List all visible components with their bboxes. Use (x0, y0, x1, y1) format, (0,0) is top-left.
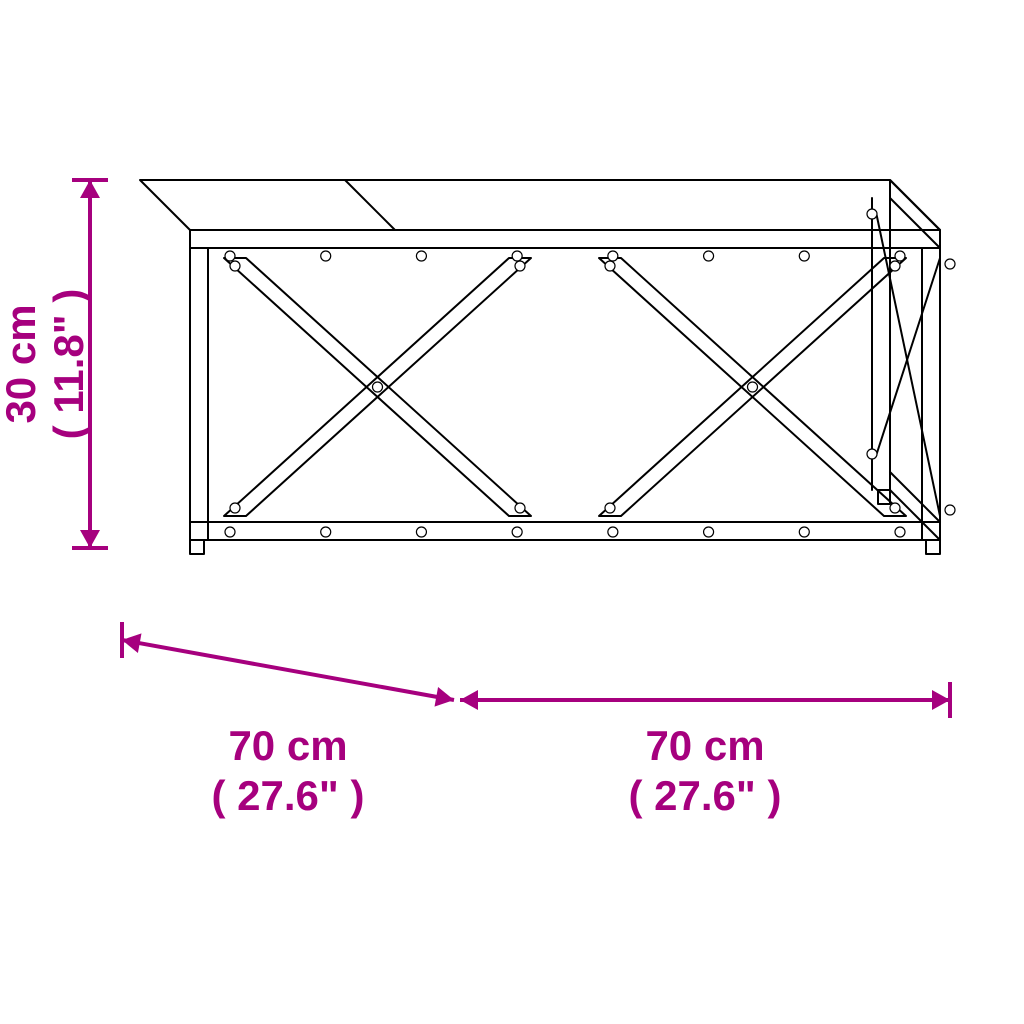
depth-cm-label: 70 cm (228, 722, 347, 769)
dimension-lines (72, 180, 950, 718)
width-cm-label: 70 cm (645, 722, 764, 769)
width-in-label: ( 27.6" ) (629, 772, 782, 819)
depth-in-label: ( 27.6" ) (212, 772, 365, 819)
height-in-label: ( 11.8" ) (45, 289, 92, 440)
product-drawing (140, 180, 955, 554)
height-cm-label: 30 cm (0, 304, 44, 423)
dimension-diagram: 30 cm ( 11.8" ) 70 cm ( 27.6" ) 70 cm ( … (0, 0, 1024, 1024)
